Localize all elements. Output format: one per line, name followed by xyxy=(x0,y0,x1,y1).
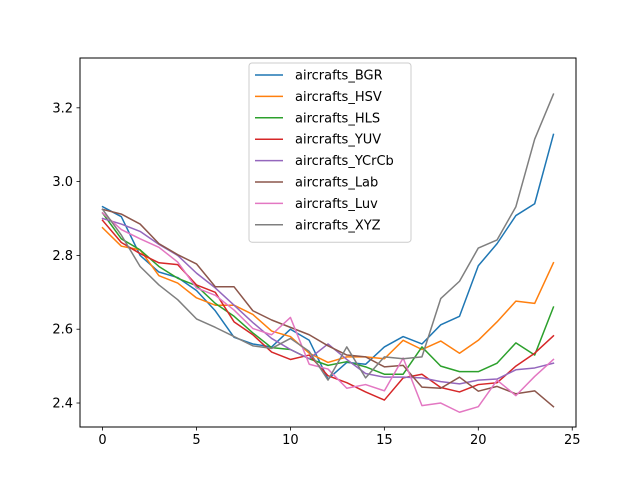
legend-entry: aircrafts_Lab xyxy=(255,176,378,191)
legend-label: aircrafts_Luv xyxy=(295,197,378,212)
y-axis-ticks: 2.4 2.6 2.8 3.0 3.2 xyxy=(52,101,80,412)
y-tick-label: 2.6 xyxy=(52,323,73,338)
legend-label: aircrafts_YUV xyxy=(295,133,381,148)
series-lines xyxy=(101,93,555,413)
x-tick-label: 5 xyxy=(192,433,200,448)
series-line-aircrafts-hls xyxy=(101,211,555,375)
y-tick-label: 2.4 xyxy=(52,397,73,412)
series-line-aircrafts-xyz xyxy=(101,93,555,381)
y-tick-label: 2.8 xyxy=(52,249,73,264)
x-tick-label: 10 xyxy=(282,433,299,448)
legend-label: aircrafts_YCrCb xyxy=(295,154,394,169)
plot-frame xyxy=(79,57,577,428)
x-tick-label: 20 xyxy=(470,433,487,448)
legend-entry: aircrafts_XYZ xyxy=(255,218,381,233)
y-tick-label: 3.0 xyxy=(52,175,73,190)
x-tick-label: 25 xyxy=(564,433,581,448)
x-tick-label: 15 xyxy=(376,433,393,448)
legend-entry: aircrafts_HSV xyxy=(255,90,382,105)
legend-label: aircrafts_Lab xyxy=(295,176,378,191)
legend-entry: aircrafts_YCrCb xyxy=(255,154,394,169)
series-line-aircrafts-lab xyxy=(101,208,555,408)
legend-label: aircrafts_XYZ xyxy=(295,218,381,233)
legend-box xyxy=(248,62,412,243)
legend-label: aircrafts_BGR xyxy=(295,69,383,84)
series-line-aircrafts-yuv xyxy=(101,219,555,401)
x-axis-ticks: 0 5 10 15 20 25 xyxy=(98,427,581,448)
series-line-aircrafts-luv xyxy=(101,211,555,413)
y-tick-label: 3.2 xyxy=(52,101,73,116)
legend-entry: aircrafts_BGR xyxy=(255,69,383,84)
legend-entry: aircrafts_Luv xyxy=(255,197,378,212)
legend: aircrafts_BGR aircrafts_HSV aircrafts_HLSa… xyxy=(248,62,412,243)
legend-label: aircrafts_HLS xyxy=(295,111,380,126)
legend-entry: aircrafts_HLS xyxy=(255,111,380,126)
series-line-aircrafts-hsv xyxy=(101,226,555,364)
legend-label: aircrafts_HSV xyxy=(295,90,382,105)
x-tick-label: 0 xyxy=(98,433,106,448)
legend-entry: aircrafts_YUV xyxy=(255,133,381,148)
